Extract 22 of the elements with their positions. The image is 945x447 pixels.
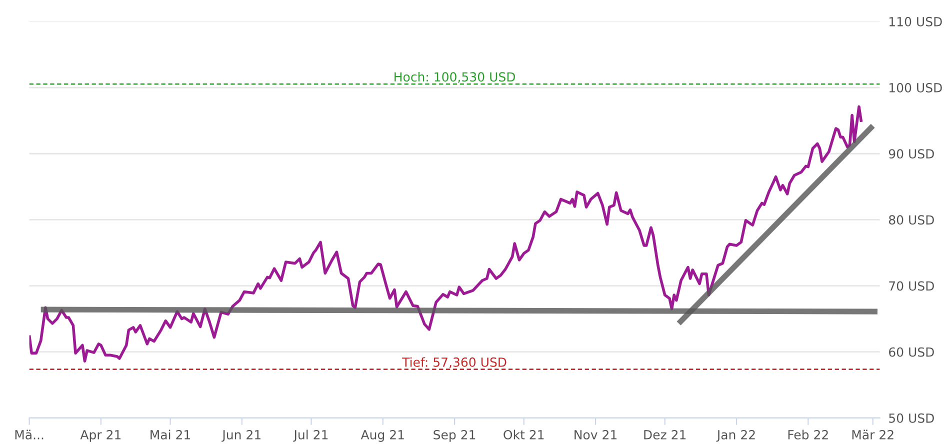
x-tick-label: Apr 21	[80, 430, 121, 442]
y-tick-label: 70 USD	[889, 281, 934, 291]
x-tick-label: Mär 22	[852, 430, 894, 440]
ref-line-label: Hoch: 100,530 USD	[394, 72, 516, 83]
x-tick-label: Mä...	[15, 430, 44, 440]
y-tick-label: 100 USD	[890, 83, 942, 92]
y-tick-label: 110 USD	[890, 16, 942, 26]
x-tick-label: Nov 21	[574, 430, 617, 440]
x-tick-label: Dez 21	[644, 430, 686, 440]
x-tick-label: Jan 22	[716, 430, 755, 442]
y-tick-label: 90 USD	[888, 149, 934, 159]
x-tick-label: Jun 21	[222, 430, 260, 442]
y-tick-label: 80 USD	[888, 215, 934, 225]
x-tick-label: Okt 21	[504, 430, 544, 440]
x-tick-label: Feb 22	[788, 430, 828, 440]
y-tick-label: 50 USD	[889, 413, 934, 423]
x-tick-label: Mai 21	[150, 430, 190, 440]
ref-line-label: Tief: 57,360 USD	[402, 357, 506, 368]
y-tick-label: 60 USD	[889, 347, 934, 357]
x-tick-label: Sep 21	[434, 430, 476, 442]
x-tick-label: Jul 21	[293, 430, 328, 442]
x-tick-label: Aug 21	[360, 430, 404, 442]
